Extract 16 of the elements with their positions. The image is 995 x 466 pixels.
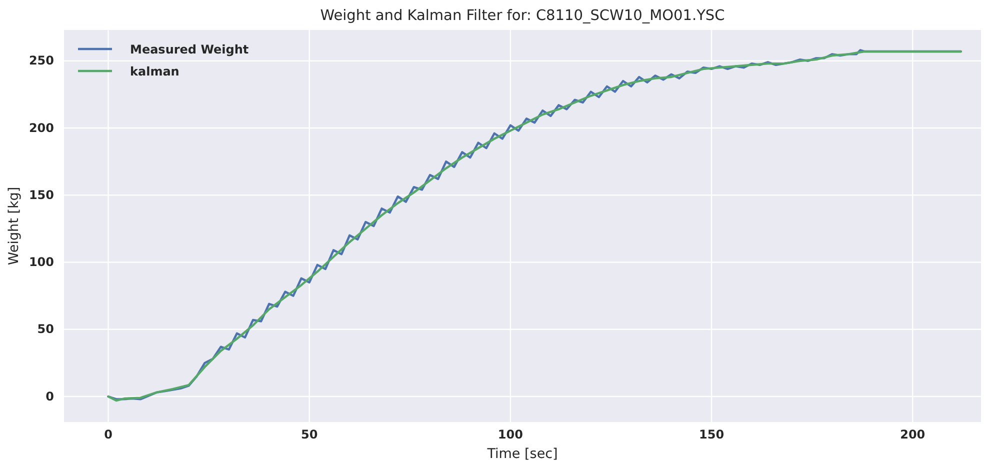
y-tick-label: 250 <box>28 54 54 68</box>
x-axis-title: Time [sec] <box>486 446 558 462</box>
y-tick-label: 100 <box>28 255 54 270</box>
x-tick-label: 150 <box>699 428 724 442</box>
x-tick-label: 100 <box>498 428 523 442</box>
x-tick-label: 0 <box>104 428 112 442</box>
y-tick-label: 50 <box>37 322 54 336</box>
x-tick-label: 200 <box>900 428 926 442</box>
y-tick-label: 200 <box>28 120 54 135</box>
y-axis-title: Weight [kg] <box>6 186 22 266</box>
y-tick-label: 150 <box>28 188 54 202</box>
y-tick-label: 0 <box>46 389 54 404</box>
x-tick-label: 50 <box>300 428 318 442</box>
legend-label: Measured Weight <box>130 42 249 56</box>
legend-label: kalman <box>130 64 180 78</box>
chart-title: Weight and Kalman Filter for: C8110_SCW10_MO01.YSC <box>320 8 725 24</box>
